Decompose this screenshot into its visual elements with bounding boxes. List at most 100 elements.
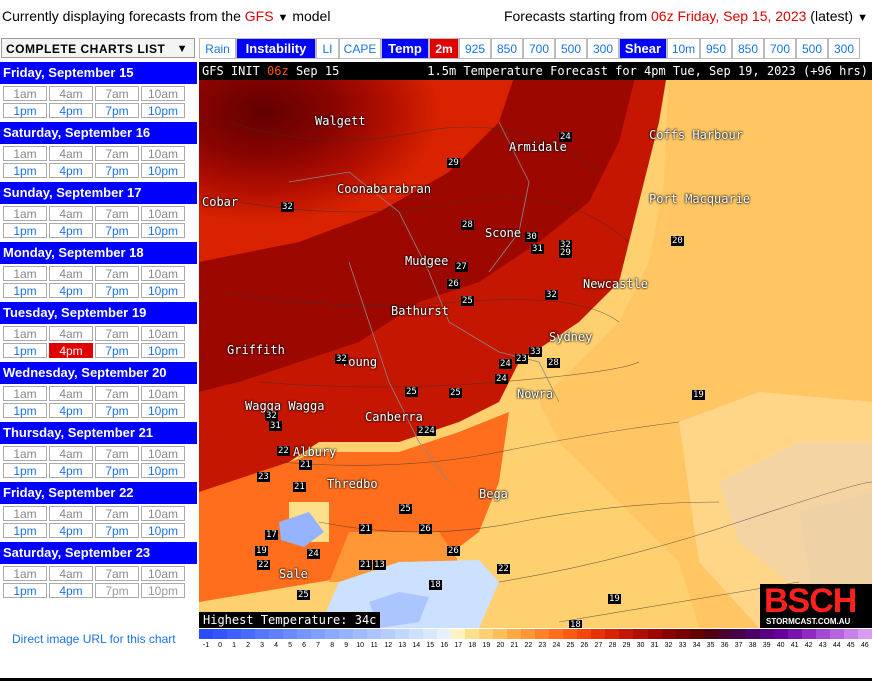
time-button[interactable]: 7pm (95, 103, 139, 118)
run-time[interactable]: 06z Friday, Sep 15, 2023 (651, 8, 807, 24)
time-button[interactable]: 10pm (141, 343, 185, 358)
direct-image-link[interactable]: Direct image URL for this chart (12, 632, 176, 646)
time-button[interactable]: 7pm (95, 403, 139, 418)
time-button[interactable]: 4am (49, 266, 93, 281)
time-button[interactable]: 7pm (95, 223, 139, 238)
time-button[interactable]: 4pm (49, 163, 93, 178)
time-button[interactable]: 1am (3, 86, 47, 101)
time-button[interactable]: 4am (49, 446, 93, 461)
time-button[interactable]: 1pm (3, 403, 47, 418)
arrow-down-icon[interactable]: ▼ (277, 12, 289, 24)
time-button[interactable]: 10am (141, 326, 185, 341)
time-button[interactable]: 10am (141, 506, 185, 521)
time-button[interactable]: 10am (141, 386, 185, 401)
time-button[interactable]: 4pm (49, 103, 93, 118)
time-button[interactable]: 4am (49, 326, 93, 341)
time-button[interactable]: 1pm (3, 163, 47, 178)
time-button[interactable]: 10pm (141, 103, 185, 118)
time-button[interactable]: 10am (141, 266, 185, 281)
time-button[interactable]: 4am (49, 206, 93, 221)
tab-925[interactable]: 925 (459, 38, 491, 59)
time-button[interactable]: 7pm (95, 463, 139, 478)
tab-950[interactable]: 950 (700, 38, 732, 59)
time-button[interactable]: 4am (49, 506, 93, 521)
time-button[interactable]: 1am (3, 446, 47, 461)
time-button[interactable]: 7am (95, 326, 139, 341)
time-button[interactable]: 7pm (95, 583, 139, 598)
tab-temp[interactable]: Temp (381, 38, 429, 59)
tab-instability[interactable]: Instability (236, 38, 316, 59)
time-button[interactable]: 4pm (49, 283, 93, 298)
time-button[interactable]: 4am (49, 386, 93, 401)
day-title: Friday, September 15 (0, 62, 197, 84)
time-button[interactable]: 1pm (3, 463, 47, 478)
tab-li[interactable]: LI (316, 38, 339, 59)
arrow-down-icon[interactable]: ▼ (176, 43, 188, 55)
time-button[interactable]: 7am (95, 446, 139, 461)
tab-850[interactable]: 850 (491, 38, 523, 59)
time-button[interactable]: 1am (3, 566, 47, 581)
bsch-logo[interactable]: BSCH STORMCAST.COM.AU (760, 582, 872, 628)
time-button[interactable]: 1am (3, 386, 47, 401)
time-button[interactable]: 1am (3, 326, 47, 341)
time-button[interactable]: 4am (49, 566, 93, 581)
tab-500[interactable]: 500 (555, 38, 587, 59)
time-button[interactable]: 10am (141, 566, 185, 581)
time-button[interactable]: 10pm (141, 223, 185, 238)
tab-300[interactable]: 300 (587, 38, 619, 59)
time-button[interactable]: 4am (49, 146, 93, 161)
scale-label: 37 (734, 642, 743, 649)
time-button[interactable]: 7am (95, 266, 139, 281)
time-button[interactable]: 7am (95, 206, 139, 221)
time-button[interactable]: 7am (95, 566, 139, 581)
tab-cape[interactable]: CAPE (339, 38, 381, 59)
time-button[interactable]: 1am (3, 266, 47, 281)
time-button[interactable]: 7pm (95, 523, 139, 538)
time-button[interactable]: 1am (3, 206, 47, 221)
tab-10m[interactable]: 10m (667, 38, 700, 59)
tab-850[interactable]: 850 (732, 38, 764, 59)
tab-700[interactable]: 700 (523, 38, 555, 59)
time-button[interactable]: 10am (141, 206, 185, 221)
time-button[interactable]: 1pm (3, 283, 47, 298)
time-button[interactable]: 1pm (3, 583, 47, 598)
time-button[interactable]: 7pm (95, 343, 139, 358)
time-button[interactable]: 1pm (3, 223, 47, 238)
time-button[interactable]: 1am (3, 146, 47, 161)
time-button[interactable]: 10am (141, 446, 185, 461)
time-button[interactable]: 4pm (49, 583, 93, 598)
time-button[interactable]: 1pm (3, 523, 47, 538)
time-button[interactable]: 1pm (3, 103, 47, 118)
time-button[interactable]: 10pm (141, 523, 185, 538)
tab-shear[interactable]: Shear (619, 38, 667, 59)
time-button[interactable]: 4am (49, 86, 93, 101)
time-button[interactable]: 7am (95, 86, 139, 101)
time-button[interactable]: 1pm (3, 343, 47, 358)
time-button[interactable]: 10pm (141, 463, 185, 478)
time-button[interactable]: 7am (95, 146, 139, 161)
arrow-down-icon[interactable]: ▼ (857, 12, 868, 24)
time-button[interactable]: 7pm (95, 283, 139, 298)
time-button[interactable]: 4pm (49, 223, 93, 238)
time-button[interactable]: 4pm (49, 403, 93, 418)
tab-700[interactable]: 700 (764, 38, 796, 59)
tab-500[interactable]: 500 (796, 38, 828, 59)
time-button[interactable]: 7am (95, 386, 139, 401)
tab-rain[interactable]: Rain (199, 38, 236, 59)
time-button[interactable]: 4pm (49, 343, 93, 358)
tab-2m[interactable]: 2m (429, 38, 459, 59)
time-button[interactable]: 1am (3, 506, 47, 521)
time-button[interactable]: 10am (141, 146, 185, 161)
model-name[interactable]: GFS (244, 8, 274, 24)
time-button[interactable]: 10pm (141, 163, 185, 178)
time-button[interactable]: 7pm (95, 163, 139, 178)
time-button[interactable]: 10pm (141, 403, 185, 418)
time-button[interactable]: 10am (141, 86, 185, 101)
time-button[interactable]: 10pm (141, 283, 185, 298)
time-button[interactable]: 10pm (141, 583, 185, 598)
time-button[interactable]: 7am (95, 506, 139, 521)
time-button[interactable]: 4pm (49, 463, 93, 478)
tab-300[interactable]: 300 (828, 38, 860, 59)
time-button[interactable]: 4pm (49, 523, 93, 538)
complete-charts-list-button[interactable]: COMPLETE CHARTS LIST ▼ (1, 38, 195, 58)
